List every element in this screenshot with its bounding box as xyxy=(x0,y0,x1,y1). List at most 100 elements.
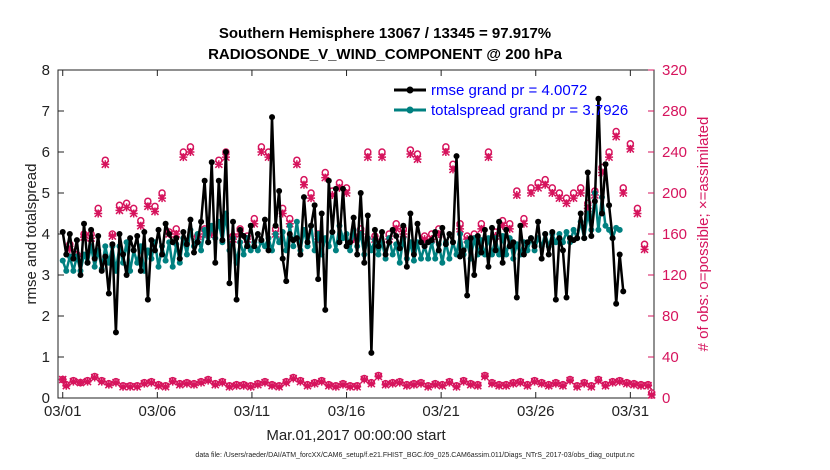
rmse-point xyxy=(286,231,293,237)
totalspread-point xyxy=(183,251,190,258)
obs-assimilated-marker xyxy=(335,183,344,192)
rmse-point xyxy=(279,255,286,262)
rmse-point xyxy=(400,222,407,229)
y2-tick-label: 0 xyxy=(662,390,670,407)
rmse-point xyxy=(219,237,226,244)
obs-assimilated-marker xyxy=(189,380,199,389)
x-tick-label: 03/16 xyxy=(328,403,366,420)
rmse-point xyxy=(609,235,616,242)
obs-assimilated-marker xyxy=(342,188,351,198)
y-tick-label: 5 xyxy=(42,185,50,202)
totalspread-point xyxy=(375,251,382,258)
obs-assimilated-marker xyxy=(324,381,333,390)
totalspread-point xyxy=(595,226,602,233)
obs-assimilated-marker xyxy=(133,382,142,391)
obs-assimilated-marker xyxy=(597,168,606,177)
obs-assimilated-marker xyxy=(395,378,404,387)
totalspread-point xyxy=(102,243,109,250)
rmse-point xyxy=(439,224,446,231)
totalspread-point xyxy=(162,257,169,264)
rmse-point xyxy=(503,226,510,233)
rmse-point xyxy=(159,251,166,258)
rmse-point xyxy=(535,218,542,225)
obs-assimilated-marker xyxy=(633,209,642,218)
rmse-point xyxy=(300,194,307,201)
obs-assimilated-marker xyxy=(147,378,156,387)
obs-assimilated-marker xyxy=(268,381,277,390)
rmse-point xyxy=(563,294,570,301)
obs-assimilated-marker xyxy=(406,150,415,159)
obs-assimilated-marker xyxy=(289,374,298,383)
obs-assimilated-marker xyxy=(76,378,85,387)
rmse-point xyxy=(386,239,393,246)
totalspread-point xyxy=(169,263,176,270)
rmse-point xyxy=(453,153,460,160)
obs-assimilated-marker xyxy=(182,379,191,388)
rmse-point xyxy=(315,276,322,283)
obs-assimilated-marker xyxy=(367,379,376,388)
rmse-point xyxy=(120,251,127,258)
rmse-point xyxy=(311,202,318,209)
obs-assimilated-marker xyxy=(392,224,401,233)
obs-assimilated-marker xyxy=(122,203,131,212)
rmse-point xyxy=(577,210,584,217)
y2-tick-label: 240 xyxy=(662,144,687,161)
obs-assimilated-marker xyxy=(172,229,181,239)
rmse-point xyxy=(332,185,339,192)
obs-assimilated-marker xyxy=(612,132,621,141)
rmse-point xyxy=(180,228,187,235)
obs-assimilated-marker xyxy=(530,377,539,386)
rmse-point xyxy=(620,288,627,295)
rmse-point xyxy=(435,247,442,254)
rmse-point xyxy=(77,272,84,278)
rmse-point xyxy=(510,239,517,246)
obs-assimilated-marker xyxy=(94,209,103,218)
obs-assimilated-marker xyxy=(129,209,138,218)
obs-assimilated-marker xyxy=(377,153,387,162)
rmse-point xyxy=(166,231,173,237)
rmse-point xyxy=(91,255,98,262)
rmse-point xyxy=(389,226,396,233)
obs-assimilated-marker xyxy=(413,155,422,164)
obs-assimilated-marker xyxy=(303,381,312,390)
obs-assimilated-marker xyxy=(548,188,557,198)
rmse-point xyxy=(297,251,304,258)
obs-assimilated-marker xyxy=(239,381,248,390)
rmse-point xyxy=(59,228,66,235)
totalspread-point xyxy=(439,259,446,266)
rmse-point xyxy=(613,300,620,307)
obs-assimilated-marker xyxy=(544,381,553,390)
obs-assimilated-marker xyxy=(534,183,543,192)
y2-tick-labels: 0 40 80 120 160 200 240 280 320 xyxy=(662,62,687,407)
rmse-point xyxy=(474,233,481,240)
rmse-point xyxy=(130,247,137,254)
obs-assimilated-marker xyxy=(140,379,149,388)
rmse-point xyxy=(492,247,499,254)
chart-title-line2: RADIOSONDE_V_WIND_COMPONENT @ 200 hPa xyxy=(208,46,563,63)
totalspread-point xyxy=(410,257,417,264)
obs-assimilated-marker xyxy=(282,378,291,387)
legend-spread-marker xyxy=(406,106,414,114)
obs-assimilated-marker xyxy=(466,380,475,389)
rmse-point xyxy=(471,272,478,278)
obs-assimilated-marker xyxy=(381,380,390,389)
rmse-point xyxy=(336,239,343,246)
obs-assimilated-marker xyxy=(62,381,71,390)
totalspread-point xyxy=(63,267,70,274)
obs-assimilated-marker xyxy=(168,377,177,386)
totalspread-point xyxy=(155,263,162,270)
rmse-point xyxy=(446,231,453,237)
obs-assimilated-marker xyxy=(512,191,521,200)
rmse-point xyxy=(276,187,283,194)
rmse-point xyxy=(183,241,190,248)
series-lines xyxy=(59,95,627,356)
rmse-point xyxy=(524,239,531,246)
obs-assimilated-marker xyxy=(473,381,482,390)
rmse-point xyxy=(322,306,329,313)
obs-assimilated-marker xyxy=(615,377,624,386)
obs-assimilated-marker xyxy=(111,378,120,387)
rmse-point xyxy=(237,226,244,233)
rmse-point xyxy=(127,235,134,242)
rmse-point xyxy=(325,177,332,184)
rmse-point xyxy=(481,226,488,233)
